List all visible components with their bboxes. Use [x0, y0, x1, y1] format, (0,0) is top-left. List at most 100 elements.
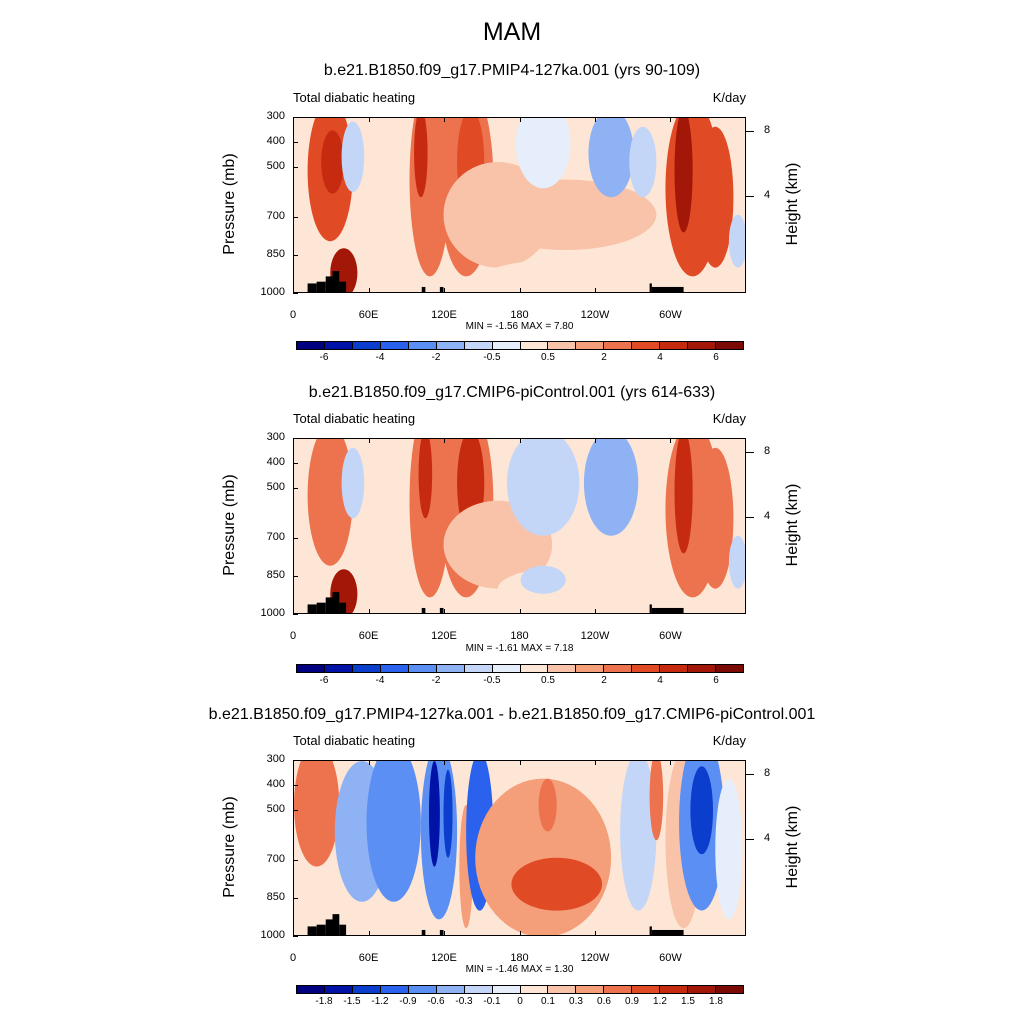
- colorbar-label: 1.2: [653, 996, 667, 1007]
- panel-3-field: [294, 761, 745, 935]
- colorbar-box: [660, 986, 689, 993]
- field-contour: [506, 439, 580, 536]
- field-contour: [697, 126, 734, 268]
- x-tick: [368, 760, 370, 765]
- y2-tick: [746, 452, 754, 454]
- x-tick: [368, 931, 370, 936]
- colorbar-label: -1.2: [371, 996, 389, 1007]
- colorbar-box: [324, 986, 353, 993]
- field-contour: [414, 118, 428, 198]
- x-tick: [443, 760, 445, 765]
- y-tick-label: 850: [266, 568, 285, 581]
- terrain-block: [439, 607, 444, 613]
- colorbar-box: [688, 665, 717, 672]
- colorbar-box: [632, 342, 661, 349]
- y-tick: [293, 897, 298, 899]
- x-tick: [670, 760, 672, 765]
- panel-2-field: [294, 439, 745, 613]
- colorbar-box: [380, 342, 409, 349]
- field-contour: [674, 118, 693, 233]
- y2-tick-label: 8: [764, 124, 771, 137]
- colorbar-box: [576, 986, 605, 993]
- y-tick: [293, 254, 298, 256]
- x-tick: [670, 609, 672, 614]
- y-tick-label: 1000: [260, 607, 285, 619]
- field-contour: [588, 118, 634, 198]
- colorbar-label: -4: [375, 675, 385, 686]
- main-title: MAM: [482, 18, 542, 46]
- terrain-block: [332, 592, 340, 613]
- colorbar-label: -0.6: [427, 996, 445, 1007]
- field-contour: [307, 439, 353, 566]
- colorbar-box: [436, 665, 465, 672]
- colorbar-label: 2: [601, 675, 607, 686]
- colorbar-label: -0.9: [399, 996, 417, 1007]
- field-contour: [728, 535, 745, 589]
- y-tick: [293, 809, 298, 811]
- field-contour: [428, 761, 440, 867]
- colorbar-box: [464, 986, 493, 993]
- colorbar-label: -2: [431, 675, 441, 686]
- field-contour: [366, 761, 421, 902]
- field-contour: [629, 126, 657, 198]
- x-tick: [368, 609, 370, 614]
- terrain-block: [439, 286, 444, 292]
- colorbar-box: [660, 665, 689, 672]
- y-tick: [293, 487, 298, 489]
- panel-2-title: b.e21.B1850.f09_g17.CMIP6-piControl.001 …: [308, 384, 716, 401]
- terrain-block: [649, 926, 652, 935]
- terrain-block: [421, 607, 426, 613]
- field-contour: [443, 769, 453, 858]
- terrain-block: [325, 597, 333, 613]
- x-tick: [519, 609, 521, 614]
- x-tick: [443, 117, 445, 122]
- x-tick: [519, 288, 521, 293]
- y-tick: [293, 166, 298, 168]
- terrain-block: [421, 929, 426, 935]
- panel-3-y2label: Height (km): [784, 805, 801, 889]
- colorbar-box: [324, 342, 353, 349]
- y-tick: [293, 575, 298, 577]
- terrain-block: [439, 929, 444, 935]
- colorbar-label: -0.3: [455, 996, 473, 1007]
- colorbar-box: [352, 986, 381, 993]
- colorbar-box: [716, 986, 743, 993]
- x-tick-label: 60E: [358, 952, 379, 964]
- y-tick-label: 500: [266, 159, 285, 172]
- terrain-block: [325, 276, 333, 292]
- terrain-block: [651, 607, 684, 613]
- y-tick-label: 500: [266, 480, 285, 493]
- y-tick: [293, 438, 298, 439]
- x-tick: [293, 760, 294, 765]
- panel-2-left-label: Total diabatic heating: [293, 411, 416, 426]
- terrain-block: [316, 924, 326, 935]
- colorbar-box: [492, 986, 521, 993]
- colorbar-box: [716, 665, 743, 672]
- colorbar-label: 0.3: [569, 996, 583, 1007]
- y-tick-label: 500: [266, 802, 285, 815]
- colorbar-box: [520, 665, 549, 672]
- field-contour: [728, 214, 745, 268]
- panel-1-colorbar: [296, 341, 744, 350]
- colorbar-box: [324, 665, 353, 672]
- field-contour: [697, 447, 734, 589]
- field-contour: [341, 121, 365, 192]
- x-tick: [443, 931, 445, 936]
- colorbar-box: [297, 665, 325, 672]
- colorbar-label: -0.5: [483, 675, 501, 686]
- x-tick-label: 120W: [580, 952, 610, 964]
- panel-1-ylabel: Pressure (mb): [221, 153, 238, 255]
- y-tick-label: 700: [266, 209, 285, 222]
- colorbar-box: [548, 342, 577, 349]
- y-tick-label: 850: [266, 247, 285, 260]
- panel-3-title: b.e21.B1850.f09_g17.PMIP4-127ka.001 - b.…: [208, 706, 816, 723]
- y-tick-label: 300: [266, 431, 285, 443]
- panel-2-minmax: MIN = -1.61 MAX = 7.18: [465, 643, 574, 654]
- colorbar-box: [548, 986, 577, 993]
- panel-3-left-label: Total diabatic heating: [293, 733, 416, 748]
- field-contour: [321, 130, 344, 194]
- panel-2-colorbar: [296, 664, 744, 673]
- panel-1-field: [294, 118, 745, 292]
- terrain-block: [307, 283, 317, 292]
- x-tick: [670, 438, 672, 443]
